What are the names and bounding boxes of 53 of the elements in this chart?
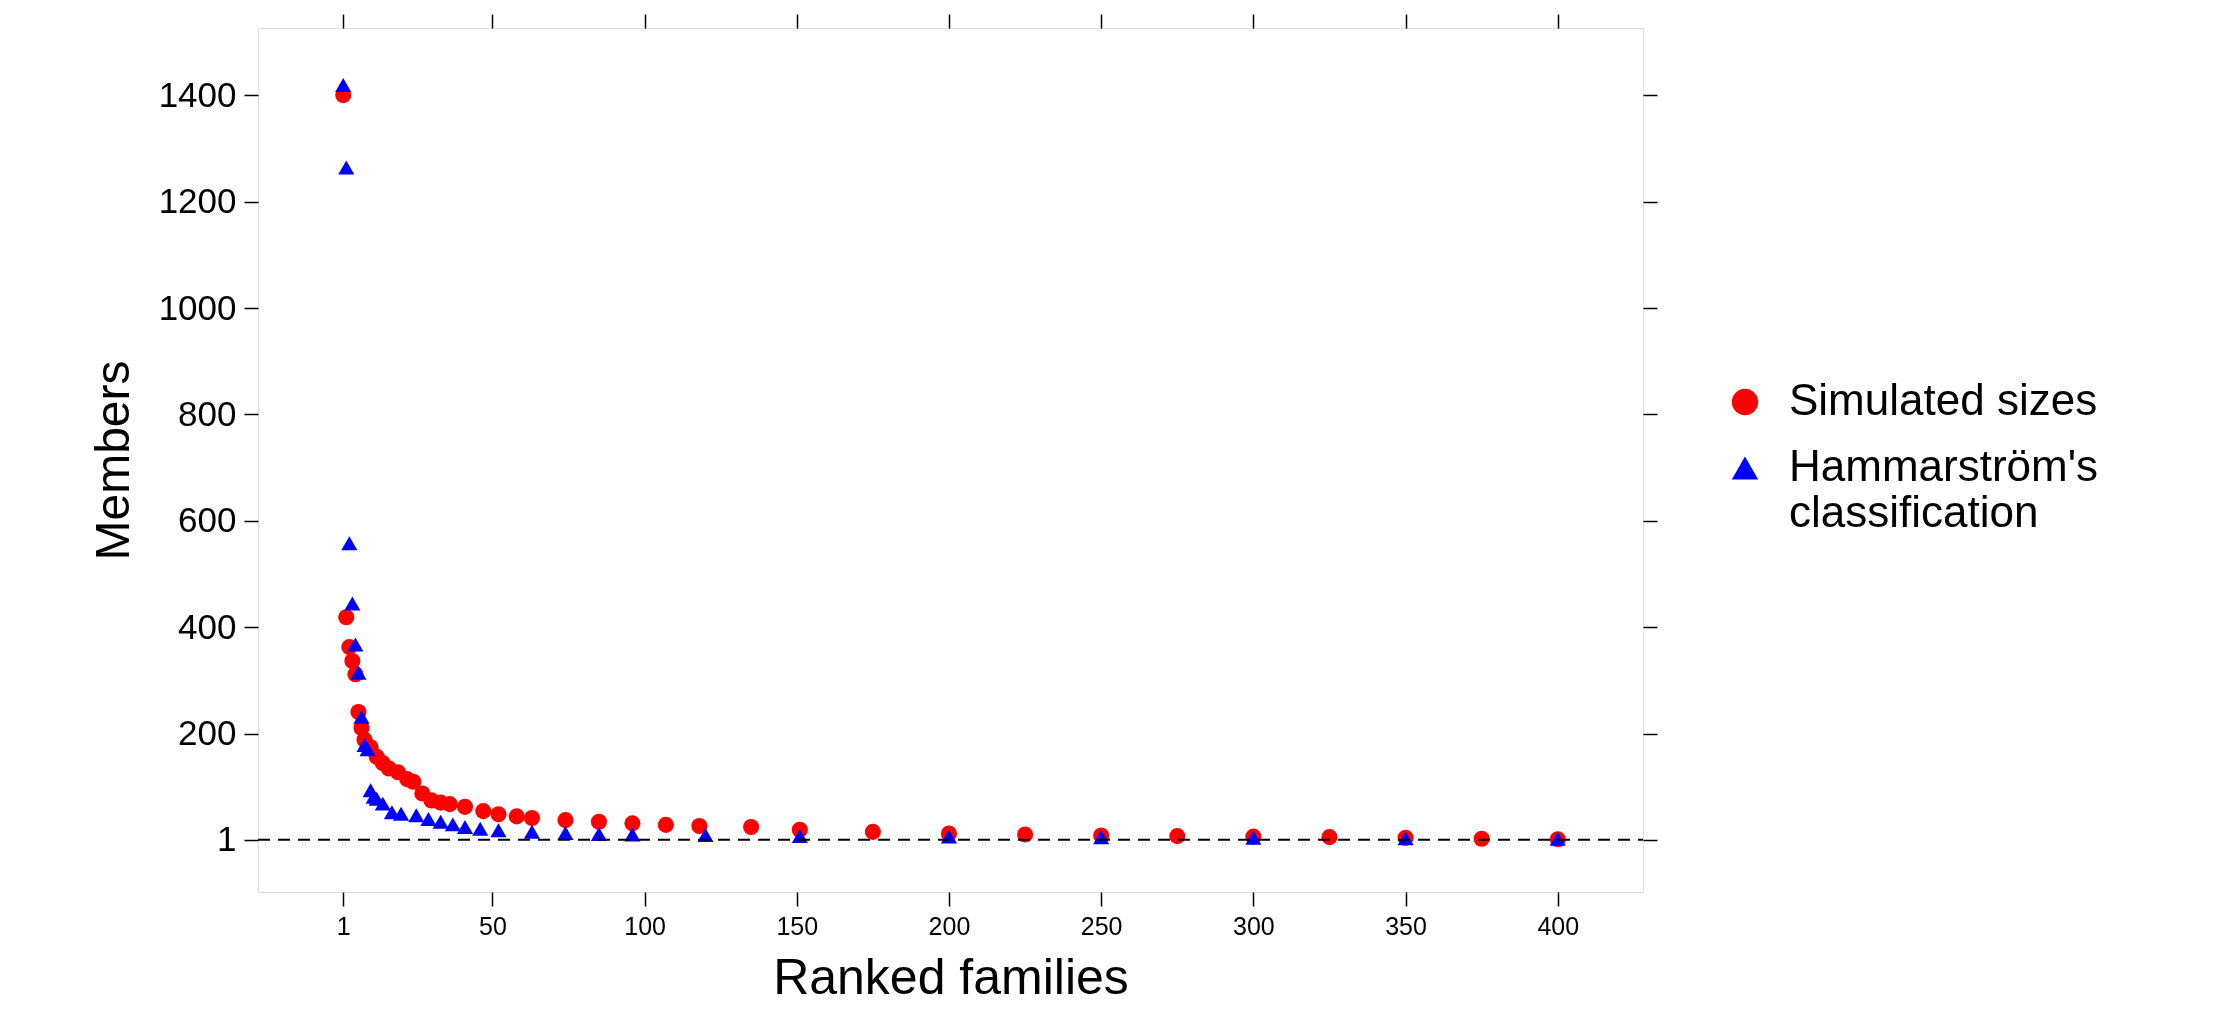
point	[393, 806, 410, 821]
point	[475, 803, 492, 820]
y-tick-label: 200	[178, 713, 237, 753]
x-tick-label: 1	[336, 911, 351, 940]
legend-label: Hammarström's classification	[1789, 441, 2099, 536]
point	[523, 809, 541, 827]
point	[341, 536, 358, 551]
x-tick-label: 150	[776, 911, 819, 940]
y-tick-label: 800	[178, 393, 237, 433]
point	[508, 808, 525, 825]
point	[557, 812, 574, 829]
point	[405, 773, 422, 790]
point	[1169, 828, 1186, 845]
point	[864, 823, 881, 840]
point	[490, 823, 507, 838]
x-axis-title: Ranked families	[773, 948, 1129, 1005]
point	[353, 709, 370, 724]
y-tick-label: 400	[178, 606, 237, 646]
point	[624, 815, 641, 832]
y-axis-title: Members	[85, 360, 139, 561]
x-tick-label: 50	[478, 911, 507, 940]
x-tick-label: 200	[928, 911, 971, 940]
point	[408, 808, 425, 823]
point	[590, 813, 607, 830]
x-tick-label: 250	[1080, 911, 1123, 940]
y-tick-label: 1000	[158, 287, 237, 327]
point	[691, 817, 708, 835]
point	[444, 817, 461, 832]
point	[374, 796, 391, 811]
point	[338, 609, 355, 626]
legend-label: Simulated sizes	[1789, 375, 2098, 424]
point	[743, 819, 760, 836]
x-tick-label: 350	[1385, 911, 1427, 940]
point	[490, 806, 507, 823]
y-tick-label: 1400	[158, 74, 237, 114]
point	[338, 160, 355, 175]
x-tick-label: 300	[1233, 911, 1275, 940]
y-tick-label: 1	[217, 819, 237, 859]
y-tick-label: 600	[178, 500, 237, 540]
point	[335, 77, 352, 92]
point	[420, 812, 437, 827]
x-tick-label: 100	[624, 911, 666, 940]
point	[456, 798, 474, 815]
point	[344, 652, 361, 670]
point	[432, 814, 449, 829]
point	[523, 824, 541, 839]
point	[456, 820, 474, 835]
point	[344, 596, 361, 611]
point	[657, 816, 674, 833]
point	[472, 821, 489, 836]
point	[347, 637, 364, 652]
x-tick-label: 400	[1537, 911, 1580, 940]
y-tick-label: 1200	[158, 181, 237, 221]
